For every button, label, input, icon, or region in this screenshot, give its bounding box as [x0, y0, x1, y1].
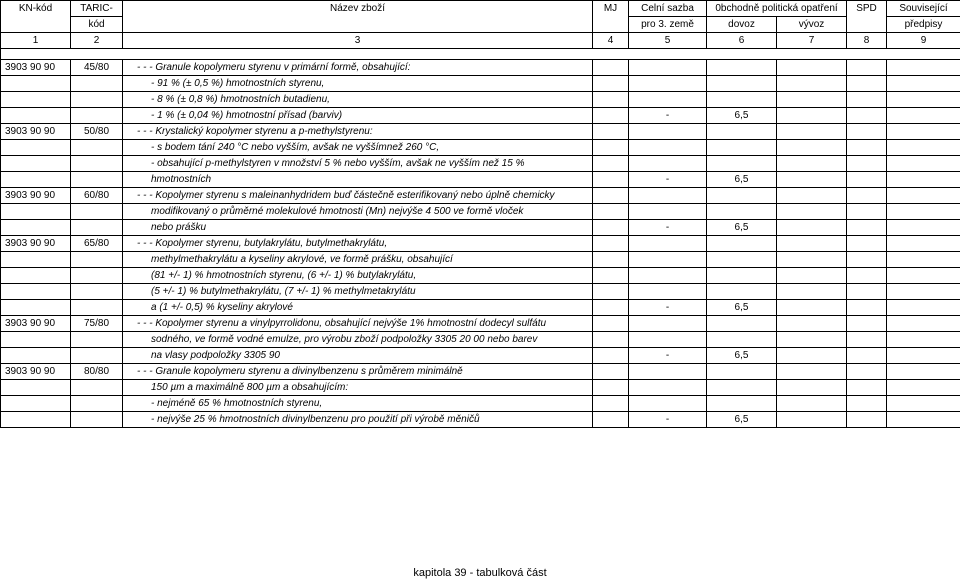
- table-row: - s bodem tání 240 °C nebo vyšším, avšak…: [1, 140, 960, 156]
- table-row: 3903 90 9045/80- - - Granule kopolymeru …: [1, 60, 960, 76]
- table-row: hmotnostních-6,5: [1, 172, 960, 188]
- coln-2: 2: [71, 33, 123, 49]
- coln-1: 1: [1, 33, 71, 49]
- table-row: sodného, ve formě vodné emulze, pro výro…: [1, 332, 960, 348]
- hdr-opat: 0bchodně politická opatření: [707, 1, 847, 17]
- coln-7: 7: [777, 33, 847, 49]
- hdr-kn: KN-kód: [1, 1, 71, 33]
- coln-9: 9: [887, 33, 960, 49]
- header-row-1: KN-kód TARIC- Název zboží MJ Celní sazba…: [1, 1, 960, 17]
- table-row: - nejvýše 25 % hmotnostních divinylbenze…: [1, 412, 960, 428]
- hdr-vyvoz: vývoz: [777, 17, 847, 33]
- table-row: - 1 % (± 0,04 %) hmotnostní přísad (barv…: [1, 108, 960, 124]
- hdr-dovoz: dovoz: [707, 17, 777, 33]
- table-row: a (1 +/- 0,5) % kyseliny akrylové-6,5: [1, 300, 960, 316]
- hdr-spd: SPD: [847, 1, 887, 33]
- table-row: 3903 90 9080/80- - - Granule kopolymeru …: [1, 364, 960, 380]
- coln-5: 5: [629, 33, 707, 49]
- table-row: 3903 90 9065/80- - - Kopolymer styrenu, …: [1, 236, 960, 252]
- table-row: (5 +/- 1) % butylmethakrylátu, (7 +/- 1)…: [1, 284, 960, 300]
- hdr-taric-b: kód: [71, 17, 123, 33]
- coln-8: 8: [847, 33, 887, 49]
- table-row: modifikovaný o průměrné molekulové hmotn…: [1, 204, 960, 220]
- hdr-souv-b: předpisy: [887, 17, 960, 33]
- table-row: 3903 90 9050/80- - - Krystalický kopolym…: [1, 124, 960, 140]
- table-row: na vlasy podpoložky 3305 90-6,5: [1, 348, 960, 364]
- table-body: 3903 90 9045/80- - - Granule kopolymeru …: [1, 49, 960, 428]
- table-row: (81 +/- 1) % hmotnostních styrenu, (6 +/…: [1, 268, 960, 284]
- hdr-celni-a: Celní sazba: [629, 1, 707, 17]
- table-row: 3903 90 9075/80- - - Kopolymer styrenu a…: [1, 316, 960, 332]
- table-row: - 8 % (± 0,8 %) hmotnostních butadienu,: [1, 92, 960, 108]
- coln-3: 3: [123, 33, 593, 49]
- coln-6: 6: [707, 33, 777, 49]
- hdr-taric-a: TARIC-: [71, 1, 123, 17]
- table-row: - obsahující p-methylstyren v množství 5…: [1, 156, 960, 172]
- table-row: 150 µm a maximálně 800 µm a obsahujícím:: [1, 380, 960, 396]
- hdr-celni-b: pro 3. země: [629, 17, 707, 33]
- table-row: 3903 90 9060/80- - - Kopolymer styrenu s…: [1, 188, 960, 204]
- hdr-souv-a: Související: [887, 1, 960, 17]
- table-row: - nejméně 65 % hmotnostních styrenu,: [1, 396, 960, 412]
- column-number-row: 1 2 3 4 5 6 7 8 9: [1, 33, 960, 49]
- table-row: nebo prášku-6,5: [1, 220, 960, 236]
- tariff-table: KN-kód TARIC- Název zboží MJ Celní sazba…: [0, 0, 960, 428]
- hdr-nazev: Název zboží: [123, 1, 593, 33]
- table-row: - 91 % (± 0,5 %) hmotnostních styrenu,: [1, 76, 960, 92]
- page-footer: kapitola 39 - tabulková část: [0, 567, 960, 579]
- table-row: methylmethakrylátu a kyseliny akrylové, …: [1, 252, 960, 268]
- hdr-mj: MJ: [593, 1, 629, 33]
- coln-4: 4: [593, 33, 629, 49]
